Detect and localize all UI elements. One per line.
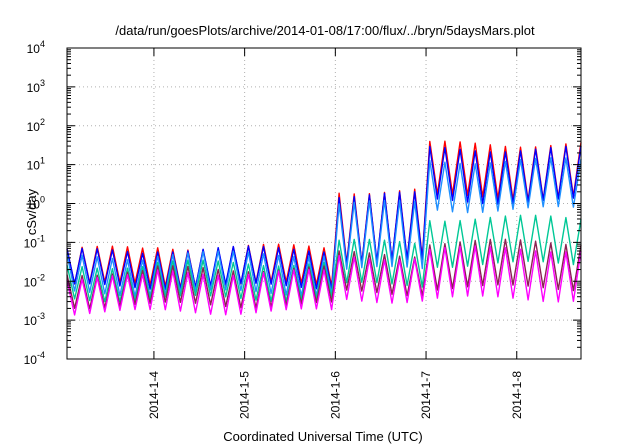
y-tick-exponent: -2 <box>37 272 45 282</box>
x-tick-label: 2014-1-7 <box>419 371 433 419</box>
x-axis-title: Coordinated Universal Time (UTC) <box>223 429 422 444</box>
grid-lines <box>67 48 581 359</box>
x-tick-label: 2014-1-6 <box>328 371 342 419</box>
series-line <box>66 145 582 290</box>
y-tick-label: 10-2 <box>24 272 45 289</box>
y-tick-exponent: 4 <box>40 39 45 49</box>
series-line <box>66 140 582 289</box>
y-tick-exponent: 1 <box>40 156 45 166</box>
y-tick-exponent: -4 <box>37 350 45 360</box>
y-tick-label: 102 <box>27 117 45 134</box>
y-tick-label: 10-1 <box>24 233 45 250</box>
plot-frame <box>66 47 582 360</box>
y-tick-exponent: -1 <box>37 233 45 243</box>
series-layer <box>66 140 582 316</box>
y-tick-label: 104 <box>27 39 45 56</box>
axis-layer <box>66 47 582 360</box>
series-line <box>66 214 582 303</box>
y-tick-base: 10 <box>24 353 38 367</box>
series-line <box>66 238 582 310</box>
y-tick-base: 10 <box>27 159 41 173</box>
y-tick-exponent: 0 <box>40 195 45 205</box>
x-tick-label: 2014-1-4 <box>147 371 161 419</box>
y-tick-label: 100 <box>27 195 45 212</box>
y-tick-label: 103 <box>27 78 45 95</box>
y-tick-base: 10 <box>27 198 41 212</box>
chart-title: /data/run/goesPlots/archive/2014-01-08/1… <box>115 23 535 38</box>
x-tick-label: 2014-1-8 <box>510 371 524 419</box>
y-tick-label: 101 <box>27 156 45 173</box>
y-tick-label: 10-3 <box>24 311 45 328</box>
y-tick-base: 10 <box>27 120 41 134</box>
y-tick-exponent: -3 <box>37 311 45 321</box>
y-axis-title: cSv/day <box>24 188 39 235</box>
y-tick-label: 10-4 <box>24 350 45 367</box>
y-tick-base: 10 <box>24 314 38 328</box>
y-tick-base: 10 <box>24 236 38 250</box>
series-line <box>66 245 582 316</box>
y-tick-base: 10 <box>27 42 41 56</box>
y-tick-exponent: 2 <box>40 117 45 127</box>
y-tick-base: 10 <box>27 81 41 95</box>
x-tick-label: 2014-1-5 <box>238 371 252 419</box>
y-tick-base: 10 <box>24 275 38 289</box>
y-tick-exponent: 3 <box>40 78 45 88</box>
series-line <box>66 157 582 297</box>
